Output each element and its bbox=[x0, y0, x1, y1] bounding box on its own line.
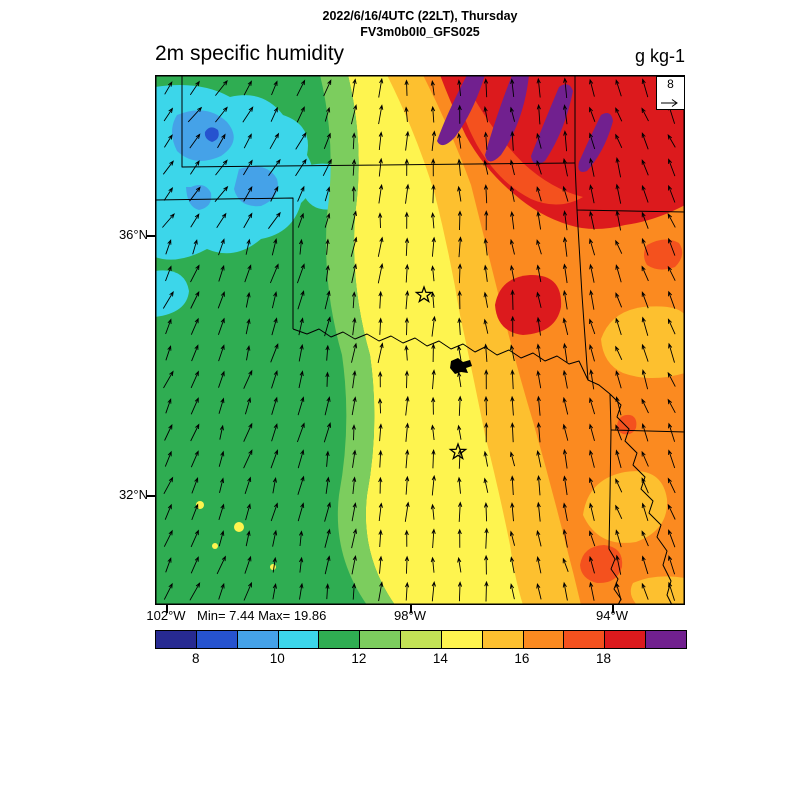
colorbar-segment bbox=[441, 631, 483, 648]
colorbar-segment bbox=[605, 631, 647, 648]
min-max-label: Min= 7.44 Max= 19.86 bbox=[197, 608, 327, 623]
colorbar-tick-label: 18 bbox=[595, 651, 611, 666]
reference-vector-arrow-icon bbox=[660, 99, 678, 107]
colorbar bbox=[155, 630, 687, 649]
lat-tick bbox=[147, 495, 155, 497]
valid-time-label: 2022/6/16/4UTC (22LT), Thursday bbox=[322, 9, 518, 23]
colorbar-tick-label: 10 bbox=[269, 651, 285, 666]
reference-vector-value: 8 bbox=[667, 77, 674, 91]
lat-tick bbox=[147, 235, 155, 237]
map-frame bbox=[155, 75, 685, 605]
colorbar-tick-label: 8 bbox=[192, 651, 200, 666]
lon-tick bbox=[410, 605, 412, 613]
colorbar-segment bbox=[523, 631, 565, 648]
model-name-label: FV3m0b0I0_GFS025 bbox=[360, 25, 480, 40]
station-markers bbox=[414, 285, 468, 461]
star-marker bbox=[414, 285, 434, 304]
colorbar-tick-label: 12 bbox=[351, 651, 367, 666]
colorbar-segment bbox=[360, 631, 402, 648]
star-marker bbox=[448, 442, 468, 461]
humidity-fill-layer bbox=[155, 75, 685, 605]
lake-icon bbox=[450, 358, 472, 374]
wind-vectors-layer bbox=[162, 77, 676, 602]
lon-tick bbox=[612, 605, 614, 613]
colorbar-segment bbox=[278, 631, 320, 648]
humidity-map bbox=[155, 75, 685, 605]
lat-label: 36°N bbox=[118, 227, 148, 242]
figure-header: 2022/6/16/4UTC (22LT), Thursday FV3m0b0I… bbox=[155, 8, 685, 41]
plot-title: 2m specific humidity bbox=[155, 42, 345, 65]
reference-vector-box: 8 bbox=[656, 76, 685, 110]
colorbar-segment bbox=[319, 631, 361, 648]
lat-label: 32°N bbox=[118, 487, 148, 502]
colorbar-segment bbox=[646, 631, 686, 648]
colorbar-segment bbox=[564, 631, 606, 648]
colorbar-segment bbox=[196, 631, 238, 648]
colorbar-tick-label: 16 bbox=[514, 651, 530, 666]
lon-label: 98°W bbox=[394, 608, 426, 623]
colorbar-segment bbox=[482, 631, 524, 648]
colorbar-segment bbox=[237, 631, 279, 648]
state-borders bbox=[155, 75, 685, 605]
colorbar-segment bbox=[156, 631, 197, 648]
lon-tick bbox=[166, 605, 168, 613]
lon-label: 94°W bbox=[596, 608, 628, 623]
units-label: g kg-1 bbox=[634, 46, 685, 66]
lon-label: 102°W bbox=[146, 608, 186, 623]
colorbar-segment bbox=[401, 631, 442, 648]
colorbar-tick-label: 14 bbox=[432, 651, 448, 666]
